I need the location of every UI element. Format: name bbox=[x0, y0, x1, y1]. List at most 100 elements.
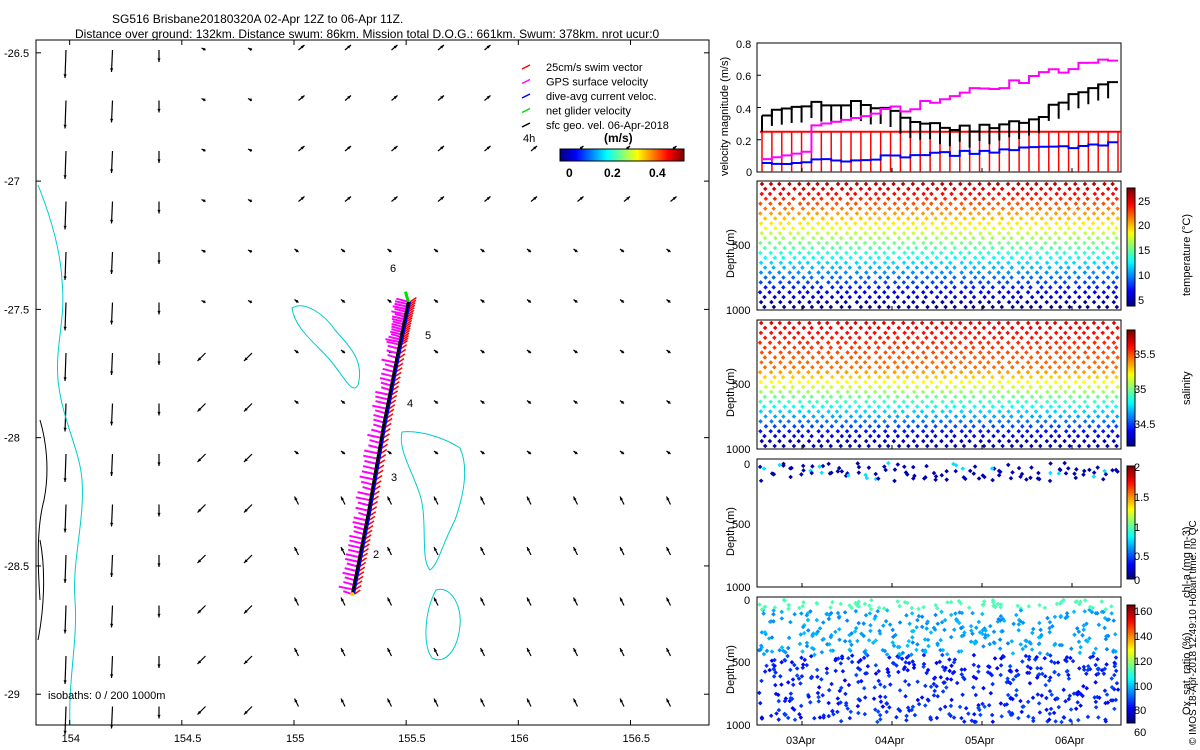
profile-sample bbox=[800, 365, 806, 370]
profile-sample bbox=[780, 355, 786, 360]
colorbar-cell bbox=[574, 149, 576, 161]
profile-sample bbox=[838, 235, 844, 241]
oxygen-sample bbox=[843, 700, 849, 706]
profile-sample bbox=[838, 443, 844, 449]
oxygen-sample bbox=[959, 610, 965, 616]
profile-sample bbox=[1062, 211, 1068, 216]
oxygen-sample bbox=[992, 603, 997, 609]
oxygen-sample bbox=[1102, 625, 1107, 631]
profile-sample bbox=[991, 394, 997, 400]
chla-sample bbox=[1091, 474, 1097, 479]
profile-sample bbox=[829, 216, 835, 221]
oxygen-sample bbox=[790, 677, 796, 682]
profile-sample bbox=[796, 438, 802, 444]
profile-sample bbox=[919, 270, 925, 275]
swim-vector bbox=[398, 353, 406, 359]
profile-sample bbox=[952, 275, 957, 280]
profile-sample bbox=[1005, 250, 1011, 256]
oxygen-sample bbox=[814, 617, 820, 623]
swim-vector bbox=[365, 529, 373, 535]
profile-sample bbox=[959, 379, 964, 385]
profile-sample bbox=[895, 265, 900, 270]
profile-sample bbox=[892, 230, 897, 236]
profile-sample bbox=[768, 201, 773, 206]
profile-sample bbox=[949, 428, 954, 434]
profile-sample bbox=[959, 438, 964, 444]
profile-sample bbox=[940, 299, 945, 305]
gps-velocity-vector bbox=[373, 413, 386, 419]
salinity-scatter bbox=[757, 320, 1120, 449]
profile-sample bbox=[1063, 369, 1068, 375]
profile-sample bbox=[1010, 345, 1015, 350]
profile-sample bbox=[1028, 345, 1033, 350]
profile-sample bbox=[777, 389, 783, 395]
profile-sample bbox=[1049, 304, 1054, 310]
profile-sample bbox=[943, 424, 948, 429]
oxygen-sample bbox=[902, 678, 908, 684]
colorbar-cell bbox=[1127, 627, 1135, 630]
profile-sample bbox=[915, 424, 921, 429]
profile-sample bbox=[1067, 374, 1072, 380]
profile-sample bbox=[982, 414, 987, 419]
colorbar-cell bbox=[1127, 431, 1135, 434]
gps-velocity-vector bbox=[353, 530, 365, 536]
oxygen-sample bbox=[990, 681, 995, 687]
chla-sample bbox=[1095, 465, 1100, 470]
profile-sample bbox=[976, 270, 982, 275]
profile-sample bbox=[971, 394, 976, 400]
profile-sample bbox=[1096, 384, 1101, 390]
oxygen-sample bbox=[994, 665, 1000, 671]
profile-sample bbox=[1104, 394, 1110, 400]
temperature-cbar-tick-25: 25 bbox=[1138, 196, 1150, 208]
swim-vector bbox=[383, 433, 390, 439]
profile-sample bbox=[820, 226, 825, 231]
profile-sample bbox=[787, 369, 793, 375]
profile-sample bbox=[758, 428, 763, 434]
current-vector-head bbox=[434, 451, 438, 455]
colorbar-cell bbox=[1127, 518, 1135, 522]
profile-sample bbox=[828, 404, 834, 409]
profile-sample bbox=[806, 350, 811, 355]
profile-sample bbox=[1077, 265, 1082, 270]
profile-sample bbox=[923, 235, 929, 241]
profile-sample bbox=[1115, 335, 1120, 341]
profile-sample bbox=[772, 374, 777, 380]
isobath-seamount bbox=[291, 305, 360, 389]
profile-sample bbox=[819, 374, 824, 380]
profile-sample bbox=[800, 235, 806, 241]
profile-sample bbox=[1044, 299, 1049, 305]
profile-sample bbox=[1114, 275, 1120, 280]
profile-sample bbox=[837, 265, 843, 270]
profile-sample bbox=[857, 355, 863, 360]
colorbar-cell bbox=[1127, 676, 1135, 680]
profile-sample bbox=[996, 350, 1001, 355]
profile-sample bbox=[886, 304, 891, 310]
profile-sample bbox=[962, 216, 968, 221]
current-vector bbox=[64, 453, 67, 483]
profile-sample bbox=[820, 394, 826, 400]
chla-sample bbox=[972, 464, 978, 469]
current-vector-head bbox=[294, 597, 298, 602]
profile-sample bbox=[782, 216, 787, 221]
colorbar-cell bbox=[564, 149, 566, 161]
profile-sample bbox=[1016, 260, 1022, 265]
colorbar-cell bbox=[618, 149, 620, 161]
profile-sample bbox=[914, 394, 920, 400]
profile-sample bbox=[933, 433, 938, 439]
profile-sample bbox=[772, 345, 777, 350]
oxygen-sample bbox=[970, 610, 975, 616]
profile-sample bbox=[838, 226, 843, 231]
profile-sample bbox=[968, 409, 973, 414]
profile-sample bbox=[863, 260, 868, 265]
oxygen-sample bbox=[1016, 715, 1021, 721]
oxygen-sample bbox=[1008, 681, 1013, 686]
profile-sample bbox=[872, 211, 878, 216]
profile-sample bbox=[829, 294, 835, 300]
swim-vector bbox=[382, 438, 389, 444]
profile-sample bbox=[849, 345, 854, 350]
current-vector-head bbox=[201, 98, 206, 102]
oxygen-sample bbox=[888, 682, 893, 687]
profile-sample bbox=[1082, 211, 1088, 216]
gps-velocity-vector bbox=[358, 511, 369, 517]
profile-sample bbox=[769, 221, 774, 226]
